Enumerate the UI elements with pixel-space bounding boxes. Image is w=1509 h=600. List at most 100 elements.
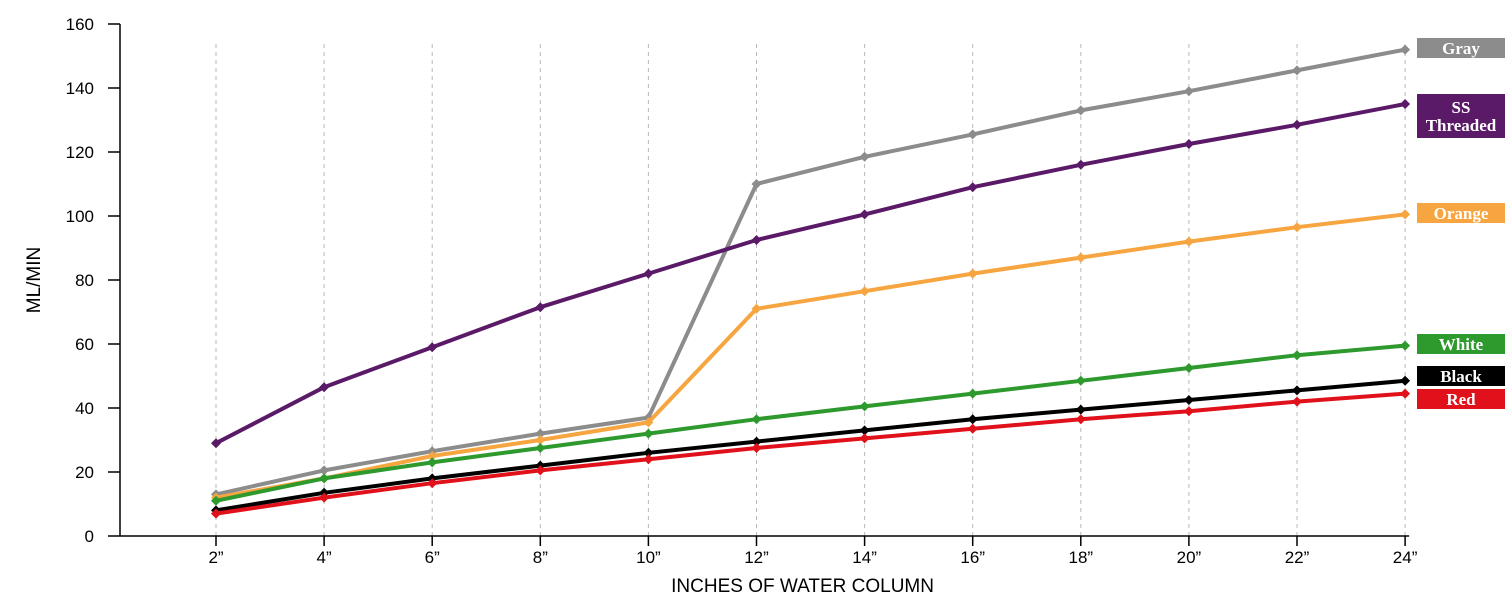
data-point	[751, 414, 762, 425]
x-tick-label: 18”	[1069, 548, 1094, 567]
series-black	[211, 375, 1411, 516]
data-point	[535, 302, 546, 313]
data-point	[1075, 375, 1086, 386]
legend-item-orange: Orange	[1417, 203, 1505, 223]
data-point	[967, 423, 978, 434]
data-point	[427, 451, 438, 461]
data-point	[751, 303, 762, 314]
data-point	[967, 388, 978, 399]
data-point	[427, 457, 438, 468]
y-tick-label: 140	[66, 79, 94, 98]
data-point	[751, 179, 762, 189]
legend-label: White	[1439, 335, 1484, 354]
y-tick-label: 40	[75, 399, 94, 418]
data-point	[1183, 363, 1194, 373]
series-red	[211, 388, 1411, 519]
data-point	[1075, 414, 1086, 425]
y-tick-label: 60	[75, 335, 94, 354]
x-axis-title: INCHES OF WATER COLUMN	[671, 576, 934, 597]
legend-item-red: Red	[1417, 389, 1505, 409]
y-tick-label: 80	[75, 271, 94, 290]
data-point	[1400, 340, 1411, 351]
data-point	[319, 473, 330, 484]
legend-label: Orange	[1434, 204, 1489, 223]
data-point	[535, 428, 546, 439]
data-point	[211, 508, 221, 519]
data-point	[859, 286, 870, 297]
data-point	[1292, 385, 1302, 396]
data-point	[967, 129, 978, 140]
y-tick-label: 0	[85, 527, 94, 546]
y-tick-label: 160	[66, 15, 94, 34]
series-line-black	[215, 378, 1406, 513]
data-point	[1400, 209, 1411, 220]
x-tick-label: 2”	[208, 548, 223, 567]
data-point	[751, 436, 762, 447]
data-point	[643, 268, 654, 279]
data-point	[643, 447, 654, 458]
data-point	[1292, 396, 1302, 407]
legend-label: Black	[1440, 367, 1482, 386]
legend-label: Red	[1446, 390, 1476, 409]
data-point	[859, 425, 870, 436]
x-tick-label: 10”	[636, 548, 661, 567]
data-point	[967, 414, 978, 425]
x-tick-label: 14”	[852, 548, 877, 567]
data-point	[535, 465, 546, 476]
data-point	[1183, 406, 1194, 417]
legend-swatch	[1417, 203, 1505, 223]
x-tick-label: 12”	[744, 548, 769, 567]
data-point	[1183, 236, 1194, 247]
legend-label: Threaded	[1426, 116, 1497, 135]
data-point	[319, 465, 330, 476]
legend-label: SS	[1452, 98, 1471, 117]
data-point	[1075, 159, 1086, 170]
data-point	[319, 492, 330, 503]
legend-item-white: White	[1417, 334, 1505, 354]
legend-label: Gray	[1442, 39, 1480, 58]
data-point	[643, 428, 654, 439]
data-point	[1075, 105, 1086, 116]
x-tick-label: 16”	[960, 548, 985, 567]
series-line-gray	[215, 47, 1406, 497]
data-point	[967, 182, 978, 193]
data-point	[211, 438, 221, 449]
data-point	[1292, 222, 1302, 233]
series-line-red	[215, 391, 1406, 516]
legend-swatch	[1417, 366, 1505, 386]
x-tick-label: 22”	[1285, 548, 1310, 567]
data-point	[535, 443, 546, 453]
data-point	[1400, 44, 1411, 55]
data-point	[859, 209, 870, 220]
legend-swatch	[1417, 38, 1505, 58]
x-tick-label: 6”	[425, 548, 440, 567]
x-tick-label: 20”	[1177, 548, 1202, 567]
data-point	[751, 443, 762, 453]
y-tick-label: 120	[66, 143, 94, 162]
data-point	[1075, 252, 1086, 263]
x-tick-label: 4”	[317, 548, 332, 567]
legend-item-gray: Gray	[1417, 38, 1505, 58]
data-point	[1183, 395, 1194, 405]
data-point	[643, 454, 654, 465]
data-point	[859, 401, 870, 412]
y-tick-label: 100	[66, 207, 94, 226]
data-point	[427, 478, 438, 489]
data-point	[967, 268, 978, 279]
data-point	[1400, 375, 1411, 386]
series-white	[211, 340, 1411, 506]
data-point	[535, 435, 546, 445]
data-point	[211, 495, 221, 506]
data-point	[1075, 404, 1086, 415]
data-point	[859, 151, 870, 162]
series-line-white	[215, 343, 1406, 503]
series-ss-threaded	[211, 99, 1411, 449]
data-point	[319, 382, 330, 393]
data-point	[1183, 139, 1194, 149]
data-point	[751, 235, 762, 245]
data-point	[1292, 65, 1302, 76]
data-point	[859, 433, 870, 444]
series-line-orange	[215, 212, 1406, 500]
